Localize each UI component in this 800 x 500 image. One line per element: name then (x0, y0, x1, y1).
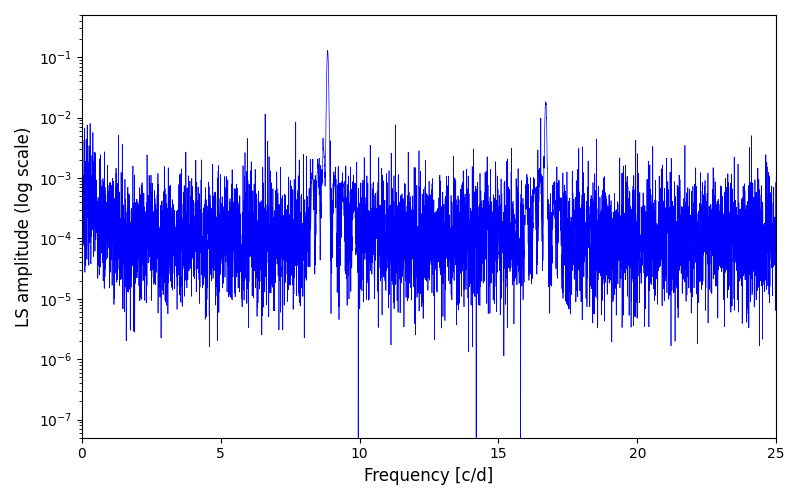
Y-axis label: LS amplitude (log scale): LS amplitude (log scale) (15, 126, 33, 326)
X-axis label: Frequency [c/d]: Frequency [c/d] (364, 467, 494, 485)
